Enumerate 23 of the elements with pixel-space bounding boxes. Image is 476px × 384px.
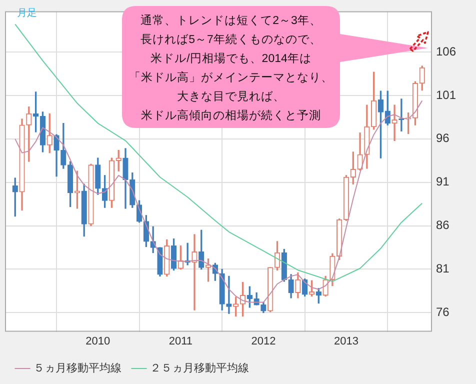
candlestick <box>392 104 398 141</box>
x-tick-label: 2010 <box>86 335 110 348</box>
annotation: 「米ドル高」がメインテーマとなり、 <box>128 70 334 86</box>
x-tick-label: 2012 <box>251 335 276 348</box>
legend-label: ２５ヵ月移動平均線 <box>150 362 249 375</box>
y-tick-label: 91 <box>436 174 450 189</box>
annotation: 長ければ5～7年続くものなので、 <box>140 32 322 48</box>
annotation: 米ドル/円相場でも、2014年は <box>150 52 312 67</box>
annotation: 米ドル高傾向の相場が続くと予測 <box>140 108 322 124</box>
annotation: 大きな目で見れば、 <box>176 90 286 105</box>
annotation: 通常、トレンドは短くて2～3年、 <box>140 14 322 29</box>
y-tick-label: 76 <box>436 305 450 319</box>
x-tick-label: 2011 <box>168 335 193 348</box>
y-tick-label: 81 <box>436 262 450 276</box>
annotation: 月足 <box>17 7 37 20</box>
x-tick-label: 2013 <box>334 335 358 348</box>
y-tick-label: 86 <box>436 218 450 232</box>
candlestick <box>226 276 232 314</box>
y-tick-label: 96 <box>436 131 450 146</box>
candlestick <box>192 234 198 310</box>
y-tick-label: 101 <box>436 88 456 102</box>
legend-label: ５ヵ月移動平均線 <box>34 362 122 375</box>
y-tick-label: 106 <box>436 44 456 58</box>
